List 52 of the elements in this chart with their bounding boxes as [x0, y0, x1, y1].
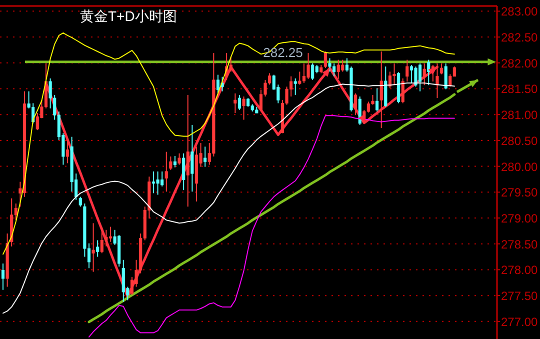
candlestick	[444, 62, 448, 90]
candlestick	[328, 58, 332, 72]
candlestick	[190, 124, 194, 192]
candlestick	[427, 59, 430, 86]
candlestick	[169, 156, 172, 170]
candlestick	[392, 62, 396, 86]
y-tick-label: 281.00	[501, 108, 538, 122]
candlestick	[401, 78, 404, 104]
y-tick-label: 282.00	[501, 56, 538, 70]
candlestick	[306, 52, 310, 80]
candlestick	[298, 71, 302, 86]
candlestick	[294, 78, 297, 96]
y-tick-label: 279.00	[501, 212, 538, 226]
candlestick	[152, 170, 156, 194]
candlestick	[440, 62, 444, 75]
y-tick-label: 279.50	[501, 186, 538, 200]
candlestick	[376, 88, 379, 112]
candlestick	[220, 76, 224, 92]
line-series	[2, 32, 455, 255]
y-tick-label: 278.00	[501, 263, 538, 278]
candlestick	[66, 139, 70, 164]
candlestick	[108, 226, 112, 242]
candlestick	[414, 66, 418, 88]
candlestick	[242, 96, 246, 120]
candlestick	[156, 170, 160, 196]
candlestick	[406, 59, 409, 82]
candlestick	[96, 240, 100, 258]
y-tick-label: 278.50	[501, 237, 538, 252]
chart-title: 黄金T+D小时图	[80, 8, 177, 24]
candlestick	[324, 51, 327, 69]
candlestick	[311, 62, 314, 80]
candlestick	[234, 92, 237, 114]
y-tick-label: 280.00	[501, 160, 538, 174]
candlestick	[164, 151, 168, 192]
candlestick	[173, 155, 177, 168]
y-tick-label: 282.50	[501, 30, 538, 45]
y-tick-label: 280.50	[501, 134, 538, 148]
candlestick	[216, 74, 220, 94]
annotation: 282.25	[263, 45, 303, 60]
candlestick	[354, 92, 358, 116]
y-tick-label: 283.00	[501, 4, 538, 19]
candlestick	[238, 94, 242, 110]
candlestick	[182, 152, 186, 191]
y-tick-label: 277.00	[501, 314, 538, 329]
y-tick-label: 277.50	[501, 289, 538, 304]
candlestick	[186, 94, 190, 208]
candlestick	[78, 196, 82, 208]
candlestick	[204, 146, 207, 168]
candlestick	[1, 263, 5, 290]
candlestick	[92, 222, 95, 272]
candlestick	[178, 152, 181, 166]
y-tick-label: 281.50	[501, 82, 538, 96]
